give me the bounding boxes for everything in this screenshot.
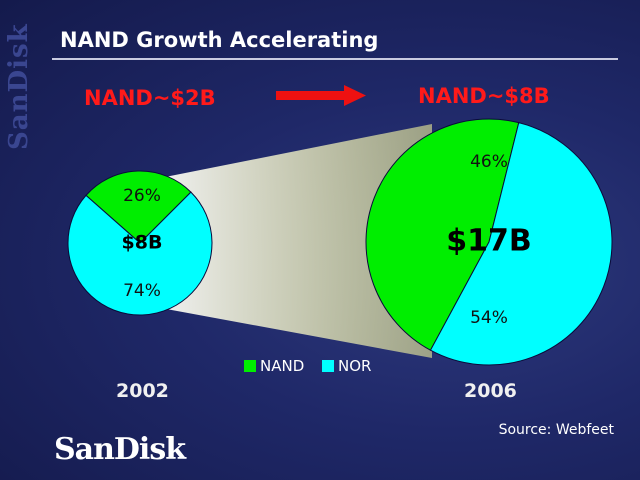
year-2002-label: 2002: [116, 380, 169, 402]
pie-2006-total-label: $17B: [446, 224, 532, 259]
funnel-connector: [150, 124, 432, 358]
legend-label-nand: NAND: [260, 357, 304, 375]
nand-2006-label: NAND~$8B: [418, 84, 550, 108]
pie-2002-label-nand: 26%: [123, 186, 161, 206]
chart-legend: NAND NOR: [244, 357, 371, 375]
pie-2006-label-nor: 54%: [470, 308, 508, 328]
legend-label-nor: NOR: [338, 357, 371, 375]
sandisk-logo: SanDisk: [54, 432, 186, 467]
title-divider: [52, 58, 618, 60]
pie-2002-label-nor: 74%: [123, 281, 161, 301]
pie-2002-total-label: $8B: [122, 232, 163, 254]
page-title: NAND Growth Accelerating: [60, 28, 379, 52]
source-note: Source: Webfeet: [498, 422, 614, 438]
year-2006-label: 2006: [464, 380, 517, 402]
pie-2002-slice-nor: [67, 191, 213, 316]
pie-2002-slice-nand: [85, 170, 192, 244]
pie-2006-label-nand: 46%: [470, 152, 508, 172]
pie-2006-slice-nor: [429, 122, 613, 366]
nand-2002-label: NAND~$2B: [84, 86, 216, 110]
legend-swatch-nand: [244, 360, 256, 372]
right-arrow-icon: [276, 85, 366, 106]
pie-2006-slice-nand: [365, 118, 520, 351]
legend-swatch-nor: [322, 360, 334, 372]
